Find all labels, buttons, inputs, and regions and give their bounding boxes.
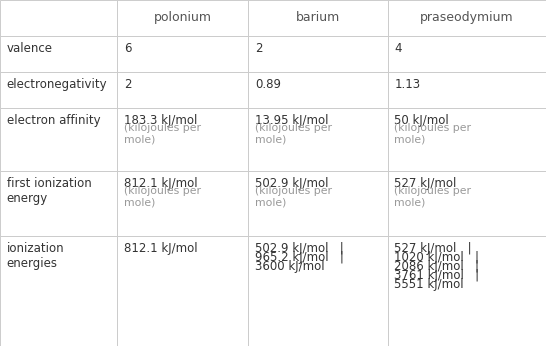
Text: (kilojoules per
mole): (kilojoules per mole) [394, 123, 471, 144]
Bar [117, 236, 248, 346]
Text: 3600 kJ/mol: 3600 kJ/mol [255, 260, 325, 273]
Text: first ionization
energy: first ionization energy [7, 177, 91, 205]
Text: 2086 kJ/mol   |: 2086 kJ/mol | [394, 260, 479, 273]
Text: polonium: polonium [154, 11, 212, 25]
Text: (kilojoules per
mole): (kilojoules per mole) [255, 123, 332, 144]
Bar [248, 0, 388, 36]
Bar [117, 72, 248, 108]
Bar [248, 72, 388, 108]
Bar [388, 171, 546, 236]
Text: 5551 kJ/mol: 5551 kJ/mol [394, 278, 464, 291]
Text: (kilojoules per
mole): (kilojoules per mole) [255, 186, 332, 208]
Bar [248, 171, 388, 236]
Text: 965.2 kJ/mol   |: 965.2 kJ/mol | [255, 251, 344, 264]
Bar [388, 236, 546, 346]
Text: valence: valence [7, 42, 52, 55]
Bar [0, 0, 117, 36]
Text: 1.13: 1.13 [394, 78, 420, 91]
Bar [0, 72, 117, 108]
Text: 50 kJ/mol: 50 kJ/mol [394, 114, 449, 127]
Text: 6: 6 [124, 42, 132, 55]
Bar [117, 0, 248, 36]
Bar [248, 108, 388, 171]
Bar [388, 108, 546, 171]
Bar [248, 36, 388, 72]
Text: 502.9 kJ/mol: 502.9 kJ/mol [255, 177, 329, 190]
Bar [0, 36, 117, 72]
Text: electron affinity: electron affinity [7, 114, 100, 127]
Text: 812.1 kJ/mol: 812.1 kJ/mol [124, 177, 198, 190]
Text: praseodymium: praseodymium [420, 11, 514, 25]
Text: 527 kJ/mol: 527 kJ/mol [394, 177, 456, 190]
Text: 812.1 kJ/mol: 812.1 kJ/mol [124, 242, 198, 255]
Text: (kilojoules per
mole): (kilojoules per mole) [394, 186, 471, 208]
Text: 3761 kJ/mol   |: 3761 kJ/mol | [394, 269, 479, 282]
Bar [248, 236, 388, 346]
Text: (kilojoules per
mole): (kilojoules per mole) [124, 123, 201, 144]
Bar [388, 72, 546, 108]
Bar [0, 236, 117, 346]
Text: (kilojoules per
mole): (kilojoules per mole) [124, 186, 201, 208]
Text: 502.9 kJ/mol   |: 502.9 kJ/mol | [255, 242, 344, 255]
Bar [0, 171, 117, 236]
Text: ionization
energies: ionization energies [7, 242, 64, 270]
Text: 4: 4 [394, 42, 402, 55]
Text: barium: barium [296, 11, 340, 25]
Text: 0.89: 0.89 [255, 78, 281, 91]
Text: 2: 2 [255, 42, 263, 55]
Bar [117, 108, 248, 171]
Bar [388, 0, 546, 36]
Text: 2: 2 [124, 78, 132, 91]
Text: 1020 kJ/mol   |: 1020 kJ/mol | [394, 251, 479, 264]
Text: 527 kJ/mol   |: 527 kJ/mol | [394, 242, 472, 255]
Text: 13.95 kJ/mol: 13.95 kJ/mol [255, 114, 329, 127]
Bar [388, 36, 546, 72]
Text: 183.3 kJ/mol: 183.3 kJ/mol [124, 114, 197, 127]
Bar [117, 36, 248, 72]
Bar [117, 171, 248, 236]
Text: electronegativity: electronegativity [7, 78, 107, 91]
Bar [0, 108, 117, 171]
